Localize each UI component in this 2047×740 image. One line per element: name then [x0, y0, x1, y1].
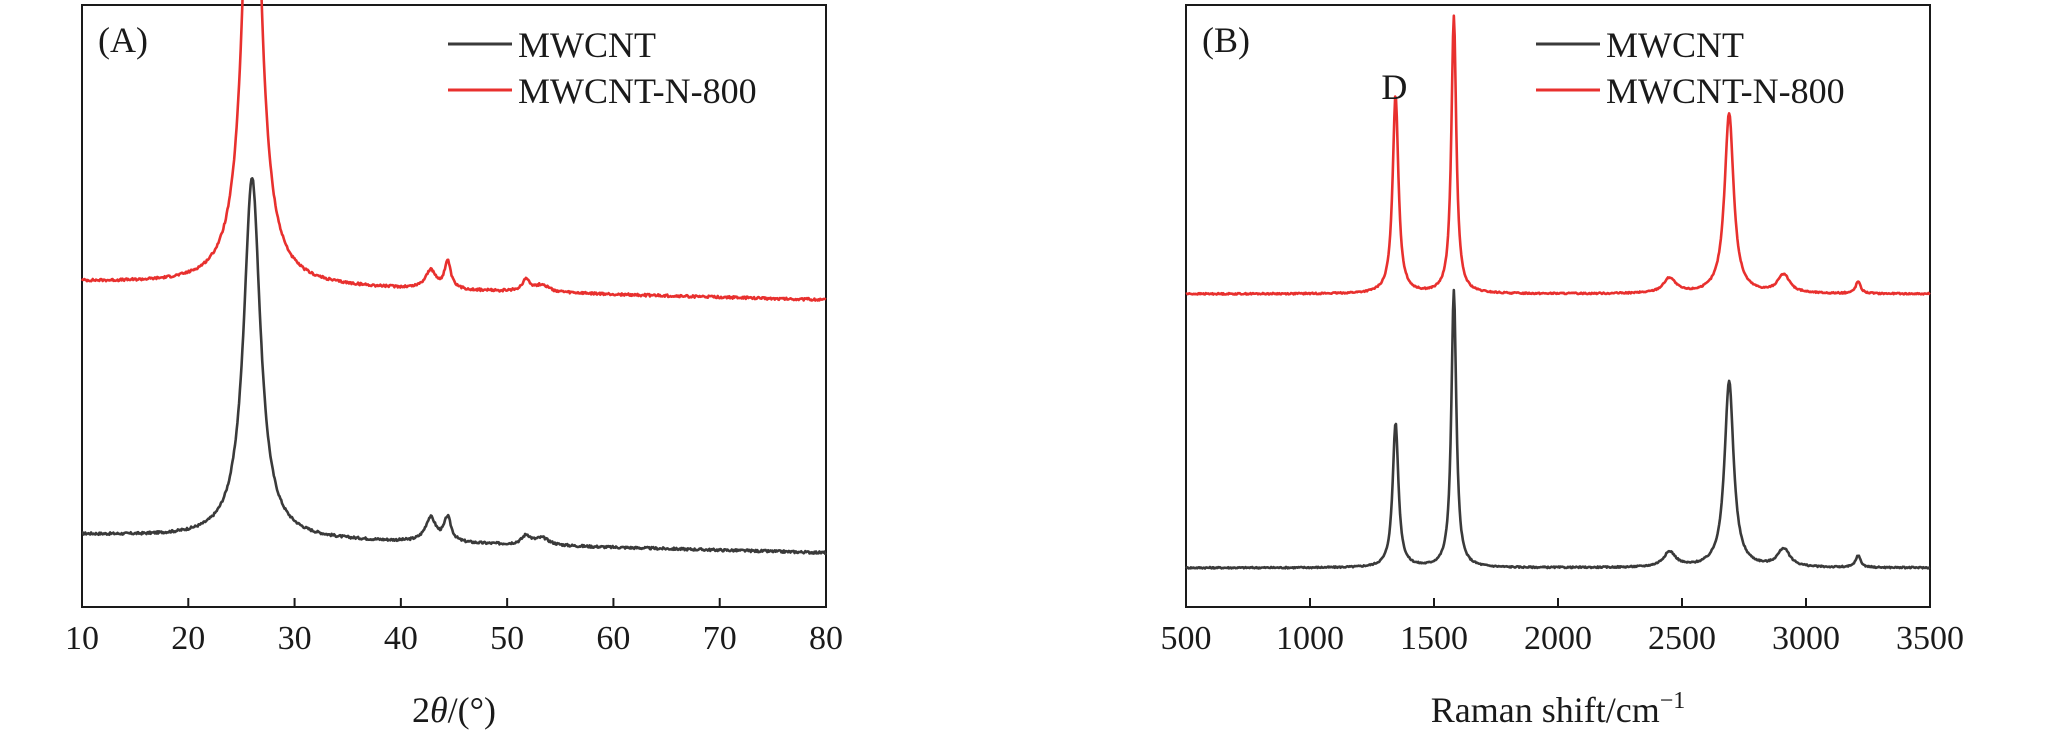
x-tick-label: 3000 — [1772, 620, 1840, 657]
x-tick-label: 3500 — [1896, 620, 1964, 657]
peak-label-d: D — [1381, 67, 1407, 107]
x-tick-label: 80 — [809, 620, 843, 657]
panel-b-series — [1184, 14, 1931, 570]
x-tick-label: 2000 — [1524, 620, 1592, 657]
x-tick-label: 30 — [278, 620, 312, 657]
panel-b-legend: MWCNT MWCNT-N-800 — [1536, 25, 1845, 111]
series-line-mwcnt — [1184, 288, 1931, 570]
panel-a-x-ticks: 10 20 30 40 50 60 70 80 — [65, 598, 843, 657]
panel-a-label: (A) — [98, 20, 148, 60]
legend-b-mwcnt-n800-label: MWCNT-N-800 — [1606, 71, 1845, 111]
x-tick-label: 40 — [384, 620, 418, 657]
x-tick-label: 20 — [171, 620, 205, 657]
panel-b-x-axis-label: Raman shift/cm−1 — [1431, 688, 1686, 730]
panel-a-legend: MWCNT MWCNT-N-800 — [448, 25, 757, 111]
panel-a-frame — [81, 4, 827, 608]
legend-a-mwcnt-label: MWCNT — [518, 25, 656, 65]
peak-label-g: G — [1441, 0, 1467, 6]
panel-a-x-axis-label: 2θ/(°) — [412, 690, 496, 730]
x-tick-label: 70 — [703, 620, 737, 657]
panel-b-label: (B) — [1202, 20, 1250, 60]
x-tick-label: 50 — [490, 620, 524, 657]
panel-b-peak-annotations: DG — [1381, 0, 1467, 107]
x-tick-label: 500 — [1161, 620, 1212, 657]
panel-a-xrd: 10 20 30 40 50 60 70 80 (A) MWCNT MWCNT-N-800 2… — [65, 0, 843, 730]
x-tick-label: 10 — [65, 620, 99, 657]
series-line-mwcnt-n-800 — [80, 0, 827, 302]
legend-b-mwcnt-label: MWCNT — [1606, 25, 1744, 65]
x-tick-label: 1000 — [1276, 620, 1344, 657]
x-tick-label: 60 — [596, 620, 630, 657]
x-tick-label: 2500 — [1648, 620, 1716, 657]
x-tick-label: 1500 — [1400, 620, 1468, 657]
panel-a-series — [80, 0, 827, 556]
series-line-mwcnt — [81, 177, 827, 556]
panel-b-x-ticks: 500 1000 1500 2000 2500 3000 3500 — [1161, 598, 1964, 657]
legend-a-mwcnt-n800-label: MWCNT-N-800 — [518, 71, 757, 111]
series-line-mwcnt-n-800 — [1185, 14, 1931, 296]
